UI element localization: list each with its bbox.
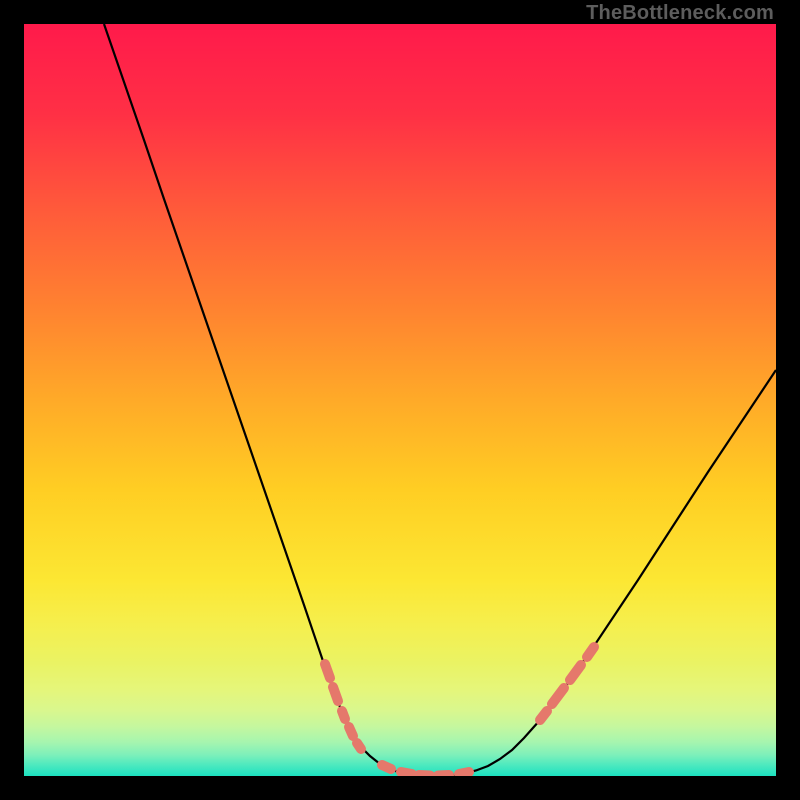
chart-root: TheBottleneck.com — [0, 0, 800, 800]
plot-area — [24, 24, 776, 776]
dash-overlay — [325, 647, 594, 776]
bottleneck-curve — [104, 24, 776, 776]
curve-layer — [24, 24, 776, 776]
watermark-text: TheBottleneck.com — [586, 2, 774, 25]
